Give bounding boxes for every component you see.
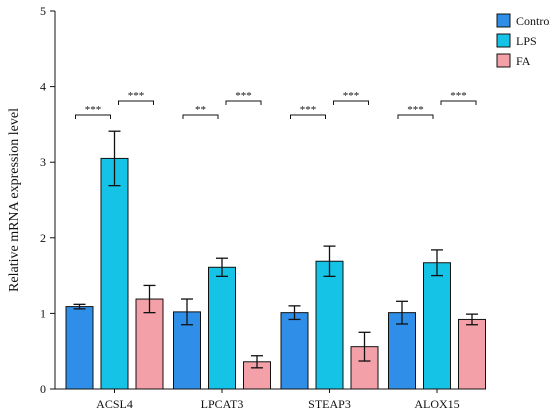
error-bar <box>181 298 193 326</box>
bracket-line <box>290 114 326 119</box>
error-bar <box>108 130 121 187</box>
x-axis: ACSL4 LPCAT3 STEAP3 ALOX15 <box>55 388 480 411</box>
significance-label: *** <box>407 104 424 116</box>
significance-bracket: *** <box>75 104 111 119</box>
error-bar <box>358 331 371 362</box>
bar-lps-steap3 <box>315 260 344 390</box>
significance-bracket: ** <box>182 104 219 119</box>
significance-label: *** <box>128 90 145 102</box>
error-bar <box>431 249 443 277</box>
x-tick-label: LPCAT3 <box>201 397 244 411</box>
error-bar <box>323 245 336 278</box>
y-axis-label: Relative mRNA expression level <box>7 108 22 292</box>
y-tick-label: 3 <box>40 155 46 169</box>
y-tick-label: 1 <box>40 306 46 320</box>
significance-brackets: *********************** <box>75 90 477 119</box>
significance-bracket: *** <box>440 90 477 105</box>
y-tick-label: 0 <box>40 382 46 396</box>
error-bar <box>396 300 408 325</box>
bars <box>65 130 486 390</box>
bar-lps-lpcat3 <box>208 266 236 390</box>
error-bar <box>143 284 156 314</box>
x-tick-label: STEAP3 <box>308 397 351 411</box>
legend-label-lps: LPS <box>516 34 537 48</box>
legend-swatch-control <box>496 13 511 28</box>
error-bar <box>288 305 301 321</box>
bracket-line <box>225 100 262 105</box>
bar-lps-acsl4 <box>100 157 129 390</box>
bracket-line <box>182 114 219 119</box>
error-bar <box>216 257 228 278</box>
bar-control-steap3 <box>280 312 309 390</box>
significance-label: *** <box>235 90 252 102</box>
bracket-line <box>333 100 369 105</box>
significance-label: *** <box>450 90 467 102</box>
bar-lps-alox15 <box>423 262 451 390</box>
significance-label: *** <box>85 104 102 116</box>
bracket-line <box>397 114 434 119</box>
bracket-line <box>75 114 111 119</box>
x-tick-label: ALOX15 <box>414 397 459 411</box>
bar-control-acsl4 <box>65 306 94 390</box>
significance-bracket: *** <box>290 104 326 119</box>
legend-label-fa: FA <box>516 54 531 68</box>
error-bar <box>466 313 478 326</box>
significance-bracket: *** <box>333 90 369 105</box>
bracket-line <box>118 100 154 105</box>
y-tick-label: 2 <box>40 231 46 245</box>
x-tick-label: ACSL4 <box>96 397 133 411</box>
significance-bracket: *** <box>225 90 262 105</box>
significance-label: *** <box>300 104 317 116</box>
legend-swatch-lps <box>496 33 511 48</box>
bar-fa-alox15 <box>458 318 486 390</box>
error-bar <box>73 303 86 310</box>
y-tick-label: 5 <box>40 4 46 18</box>
significance-label: *** <box>343 90 360 102</box>
bar-fa-steap3 <box>350 346 379 390</box>
significance-bracket: *** <box>397 104 434 119</box>
legend-label-control: Control <box>516 14 550 28</box>
legend-swatch-fa <box>496 53 511 68</box>
error-bar <box>251 355 263 369</box>
significance-label: ** <box>195 104 206 116</box>
legend: Control LPS FA <box>496 13 550 68</box>
bracket-line <box>440 100 477 105</box>
y-tick-label: 4 <box>40 80 46 94</box>
significance-bracket: *** <box>118 90 154 105</box>
y-axis: 0 1 2 3 4 5 <box>40 4 56 396</box>
